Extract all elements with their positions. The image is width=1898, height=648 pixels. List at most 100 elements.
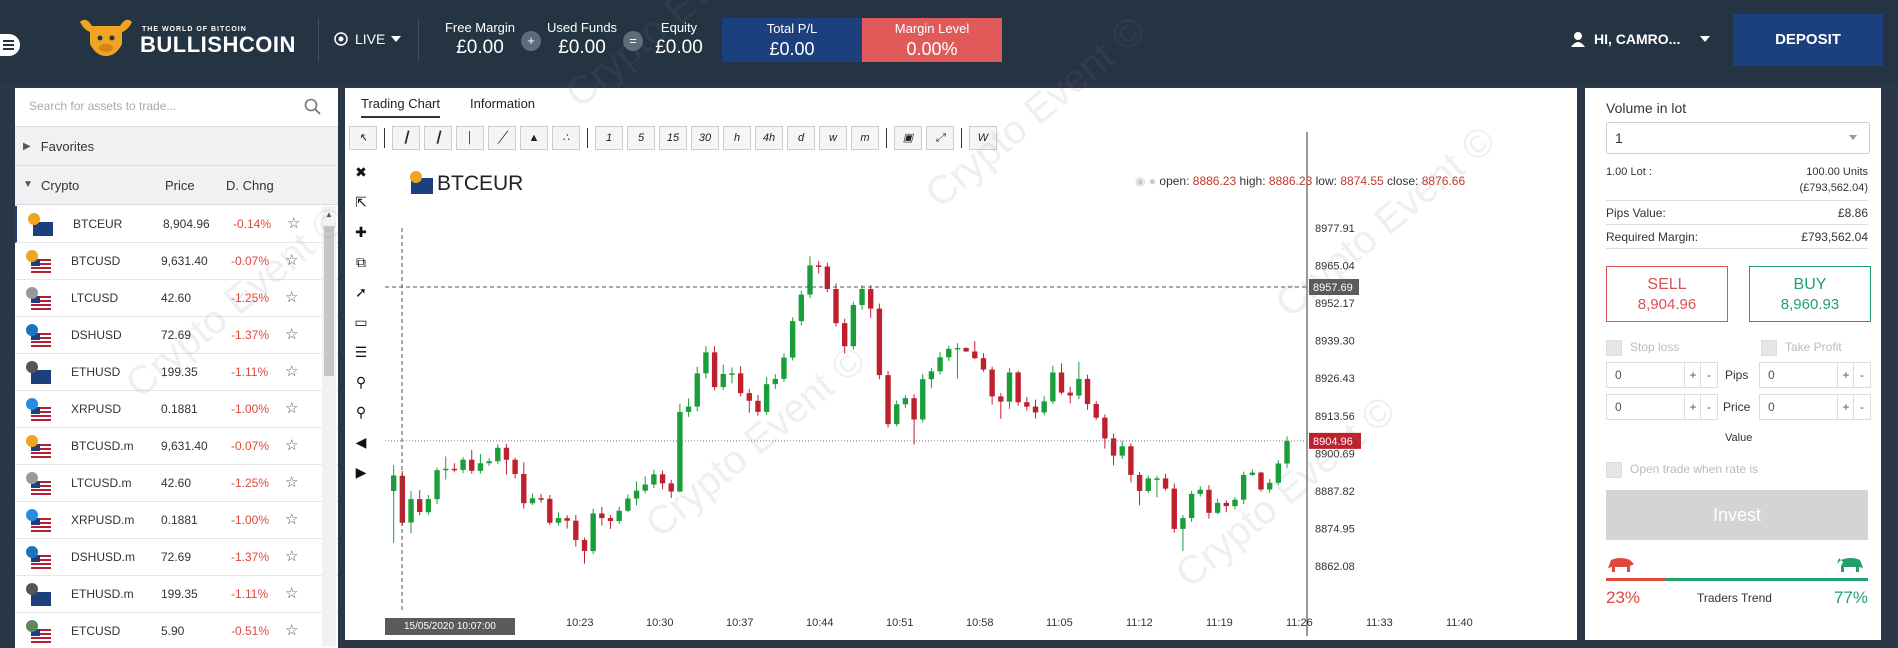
hlc-bars-icon[interactable]: │	[456, 126, 484, 150]
asset-row[interactable]: DSHUSD 72.69 -1.37% ☆	[15, 317, 338, 354]
star-icon[interactable]: ☆	[285, 289, 299, 306]
asset-price: 0.1881	[161, 402, 198, 416]
menu-icon[interactable]	[0, 34, 20, 56]
favorites-section[interactable]: ▶ Favorites	[15, 127, 338, 166]
scroll-left-icon[interactable]: ◀	[355, 434, 367, 450]
asset-row[interactable]: ETHUSD 199.35 -1.11% ☆	[15, 354, 338, 391]
candle-body	[521, 474, 527, 504]
fullscreen-icon[interactable]: ⤢	[926, 126, 954, 150]
divider	[587, 128, 588, 148]
increment-button[interactable]: +	[1837, 395, 1854, 419]
take-profit-price-input[interactable]: 0 + -	[1759, 394, 1871, 420]
search-icon[interactable]	[304, 98, 322, 116]
eye-icon[interactable]: ◉ ●	[1135, 174, 1157, 188]
timeframe-5-button[interactable]: 5	[627, 126, 655, 150]
ohlc-bars-icon[interactable]: ┃	[424, 126, 452, 150]
live-mode-dropdown[interactable]: LIVE	[333, 30, 402, 47]
logo[interactable]: THE WORLD OF BITCOIN BULLISHCOIN	[70, 14, 295, 64]
trend-line-icon[interactable]: ➚	[355, 284, 367, 300]
star-icon[interactable]: ☆	[285, 437, 299, 454]
pointer-icon[interactable]: ↖	[349, 126, 377, 150]
tab-information[interactable]: Information	[470, 96, 536, 111]
asset-row[interactable]: LTCUSD 42.60 -1.25% ☆	[15, 280, 338, 317]
volume-select[interactable]: 1	[1606, 122, 1870, 154]
copy-icon[interactable]: ⧉	[356, 254, 366, 270]
scroll-right-icon[interactable]: ▶	[355, 464, 367, 480]
open-trade-checkbox[interactable]	[1606, 462, 1622, 478]
candles-icon[interactable]: ┃	[392, 126, 420, 150]
timeframe-30-button[interactable]: 30	[691, 126, 719, 150]
caret-right-icon: ▶	[23, 140, 31, 152]
stop-loss-pips-input[interactable]: 0 + -	[1606, 362, 1718, 388]
star-icon[interactable]: ☆	[285, 252, 299, 269]
star-icon[interactable]: ☆	[287, 215, 301, 232]
sell-button[interactable]: SELL 8,904.96	[1606, 266, 1728, 322]
increment-button[interactable]: +	[1837, 363, 1854, 387]
timeframe-m-button[interactable]: m	[851, 126, 879, 150]
scroll-up-icon[interactable]: ▲	[325, 210, 333, 219]
stop-loss-price-input[interactable]: 0 + -	[1606, 394, 1718, 420]
scroll-thumb[interactable]	[324, 226, 334, 376]
asset-list-scrollbar[interactable]: ▲	[322, 206, 336, 646]
decrement-button[interactable]: -	[1853, 395, 1870, 419]
asset-row[interactable]: BTCEUR 8,904.96 -0.14% ☆	[15, 206, 338, 243]
candlestick-chart[interactable]: 8977.91 8965.04 8952.17 8939.30 8926.43 8913.…	[345, 88, 1577, 640]
invest-button[interactable]: Invest	[1606, 490, 1868, 540]
lines-icon[interactable]: ☰	[354, 344, 368, 360]
candle-body	[625, 498, 631, 511]
search-input[interactable]	[27, 98, 291, 114]
star-icon[interactable]: ☆	[285, 585, 299, 602]
close-icon[interactable]: ✖	[355, 164, 367, 180]
star-icon[interactable]: ☆	[285, 326, 299, 343]
tab-trading-chart[interactable]: Trading Chart	[361, 96, 440, 118]
zoom-out-icon[interactable]: ⚲	[355, 404, 367, 420]
asset-row[interactable]: LTCUSD.m 42.60 -1.25% ☆	[15, 465, 338, 502]
take-profit-checkbox[interactable]	[1761, 340, 1777, 356]
star-icon[interactable]: ☆	[285, 400, 299, 417]
stop-loss-checkbox[interactable]	[1606, 340, 1622, 356]
asset-row[interactable]: XRPUSD 0.1881 -1.00% ☆	[15, 391, 338, 428]
decrement-button[interactable]: -	[1853, 363, 1870, 387]
user-name: HI, CAMRO...	[1594, 30, 1681, 47]
asset-row[interactable]: BTCUSD.m 9,631.40 -0.07% ☆	[15, 428, 338, 465]
timeframe-4h-button[interactable]: 4h	[755, 126, 783, 150]
star-icon[interactable]: ☆	[285, 548, 299, 565]
rectangle-icon[interactable]: ▭	[354, 314, 368, 330]
broadcast-icon	[334, 31, 348, 46]
crypto-group-header[interactable]: ▼ Crypto Price D. Chng	[15, 166, 338, 205]
asset-row[interactable]: BTCUSD 9,631.40 -0.07% ☆	[15, 243, 338, 280]
candle-body	[946, 348, 952, 358]
line-chart-icon[interactable]: ╱	[488, 126, 516, 150]
asset-row[interactable]: DSHUSD.m 72.69 -1.37% ☆	[15, 539, 338, 576]
decrement-button[interactable]: -	[1700, 395, 1717, 419]
take-profit-pips-input[interactable]: 0 + -	[1759, 362, 1871, 388]
decrement-button[interactable]: -	[1700, 363, 1717, 387]
dots-chart-icon[interactable]: ∴	[552, 126, 580, 150]
crosshair-icon[interactable]: ✚	[355, 224, 367, 240]
zoom-in-icon[interactable]: ⚲	[355, 374, 367, 390]
asset-row[interactable]: ETHUSD.m 199.35 -1.11% ☆	[15, 576, 338, 613]
camera-icon[interactable]: ▣	[894, 126, 922, 150]
candle-body	[503, 447, 510, 460]
star-icon[interactable]: ☆	[285, 622, 299, 639]
last-price-label: 8904.96	[1313, 436, 1353, 448]
timeframe-d-button[interactable]: d	[787, 126, 815, 150]
watchlist-icon[interactable]: W	[969, 126, 997, 150]
timeframe-15-button[interactable]: 15	[659, 126, 687, 150]
star-icon[interactable]: ☆	[285, 363, 299, 380]
asset-row[interactable]: ETCUSD 5.90 -0.51% ☆	[15, 613, 338, 648]
chart-symbol-title: BTCEUR	[437, 172, 524, 195]
increment-button[interactable]: +	[1684, 395, 1701, 419]
select-cursor-icon[interactable]: ⇱	[355, 194, 367, 210]
increment-button[interactable]: +	[1684, 363, 1701, 387]
star-icon[interactable]: ☆	[285, 474, 299, 491]
timeframe-h-button[interactable]: h	[723, 126, 751, 150]
user-menu[interactable]: HI, CAMRO...	[1570, 30, 1711, 47]
buy-button[interactable]: BUY 8,960.93	[1749, 266, 1871, 322]
asset-row[interactable]: XRPUSD.m 0.1881 -1.00% ☆	[15, 502, 338, 539]
area-chart-icon[interactable]: ▲	[520, 126, 548, 150]
timeframe-w-button[interactable]: w	[819, 126, 847, 150]
star-icon[interactable]: ☆	[285, 511, 299, 528]
deposit-button[interactable]: DEPOSIT	[1733, 14, 1883, 66]
timeframe-1-button[interactable]: 1	[595, 126, 623, 150]
